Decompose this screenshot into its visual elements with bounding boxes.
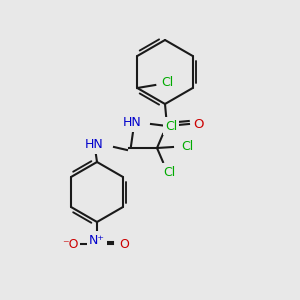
Text: N⁺: N⁺ (89, 233, 105, 247)
Text: O: O (119, 238, 129, 250)
Text: HN: HN (84, 139, 103, 152)
Text: Cl: Cl (165, 119, 177, 133)
Text: Cl: Cl (161, 76, 173, 89)
Text: ⁻O: ⁻O (62, 238, 78, 250)
Text: Cl: Cl (181, 140, 193, 152)
Text: O: O (193, 118, 203, 130)
Text: Cl: Cl (163, 166, 175, 178)
Text: HN: HN (122, 116, 141, 130)
